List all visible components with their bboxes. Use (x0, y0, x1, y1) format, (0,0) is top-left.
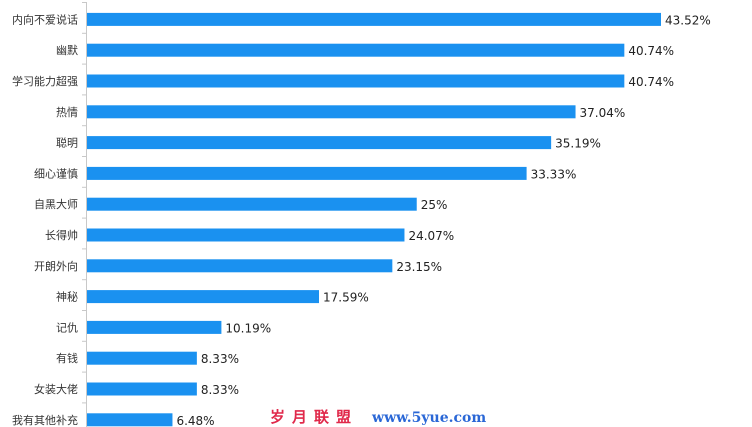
value-label: 35.19% (555, 137, 601, 151)
bar (87, 351, 197, 365)
bar (87, 197, 417, 211)
watermark: 岁月联盟 www.5yue.com (270, 406, 486, 427)
value-label: 8.33% (201, 352, 239, 366)
bar (87, 43, 625, 57)
category-label: 学习能力超强 (12, 74, 78, 88)
value-label: 8.33% (201, 383, 239, 397)
category-label: 幽默 (56, 44, 78, 57)
bar (87, 12, 661, 26)
category-label: 内向不爱说话 (12, 12, 78, 26)
bar (87, 228, 405, 242)
value-label: 10.19% (225, 321, 271, 335)
category-label: 开朗外向 (34, 259, 78, 273)
category-label: 女装大佬 (34, 382, 78, 396)
bar (87, 382, 197, 396)
category-label: 自黑大师 (34, 197, 78, 211)
bar (87, 105, 576, 119)
bar (87, 166, 527, 180)
bar (87, 290, 320, 304)
category-label: 聪明 (56, 136, 78, 150)
bar (87, 259, 393, 273)
value-label: 6.48% (176, 414, 214, 427)
category-label: 记仇 (56, 321, 78, 334)
value-label: 23.15% (396, 260, 442, 274)
bar (87, 136, 552, 150)
category-label: 长得帅 (45, 229, 78, 242)
category-label: 神秘 (56, 290, 78, 304)
category-label: 我有其他补充 (12, 413, 78, 427)
bar (87, 413, 173, 427)
value-label: 40.74% (628, 75, 674, 89)
category-label: 热情 (56, 106, 78, 119)
watermark-url-text: www.5yue.com (372, 410, 487, 426)
value-label: 43.52% (665, 13, 711, 27)
watermark-chinese-text: 岁月联盟 (270, 408, 359, 426)
bar (87, 320, 222, 334)
value-label: 25% (421, 198, 448, 212)
bar (87, 74, 625, 88)
value-label: 17.59% (323, 291, 369, 305)
value-label: 24.07% (408, 229, 454, 243)
value-label: 40.74% (628, 44, 674, 58)
category-label: 细心谨慎 (34, 166, 78, 180)
value-label: 33.33% (531, 167, 577, 181)
value-label: 37.04% (580, 106, 626, 120)
category-label: 有钱 (56, 351, 78, 365)
